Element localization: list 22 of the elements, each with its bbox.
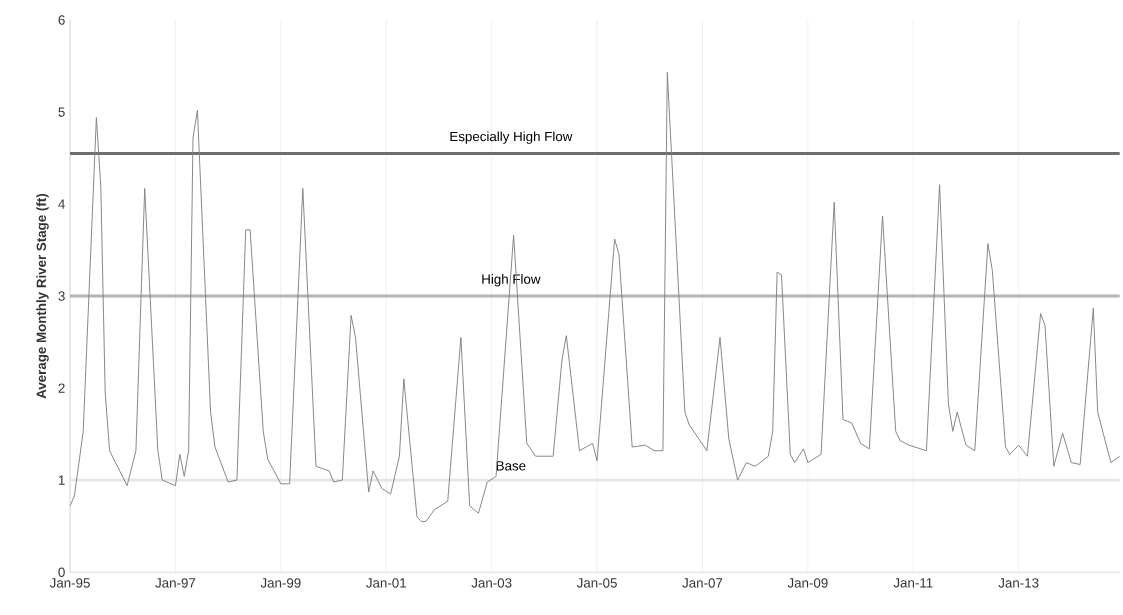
y-tick-label: 5 [58, 107, 65, 117]
x-tick-label: Jan-95 [49, 578, 90, 588]
x-tick-label: Jan-11 [893, 578, 933, 588]
x-tick-label: Jan-99 [260, 578, 301, 588]
y-tick-label: 0 [58, 567, 65, 577]
x-tick-label: Jan-01 [366, 578, 406, 588]
y-tick-label: 1 [58, 475, 65, 485]
x-tick-label: Jan-03 [471, 578, 512, 588]
y-tick-label: 6 [58, 15, 65, 25]
ref-line-label: High Flow [482, 274, 541, 287]
ref-line-label: Especially High Flow [450, 131, 573, 144]
y-tick-label: 2 [58, 383, 65, 393]
y-tick-label: 3 [58, 291, 65, 301]
x-tick-label: Jan-09 [787, 578, 828, 588]
x-tick-label: Jan-07 [682, 578, 723, 588]
line-series [69, 72, 1121, 523]
ref-line-label: Base [496, 461, 526, 471]
y-axis-title: Average Monthly River Stage (ft) [36, 194, 49, 399]
x-tick-label: Jan-97 [155, 578, 196, 588]
x-tick-label: Jan-13 [998, 578, 1039, 588]
x-tick-label: Jan-05 [576, 578, 617, 588]
y-tick-label: 4 [58, 199, 65, 209]
